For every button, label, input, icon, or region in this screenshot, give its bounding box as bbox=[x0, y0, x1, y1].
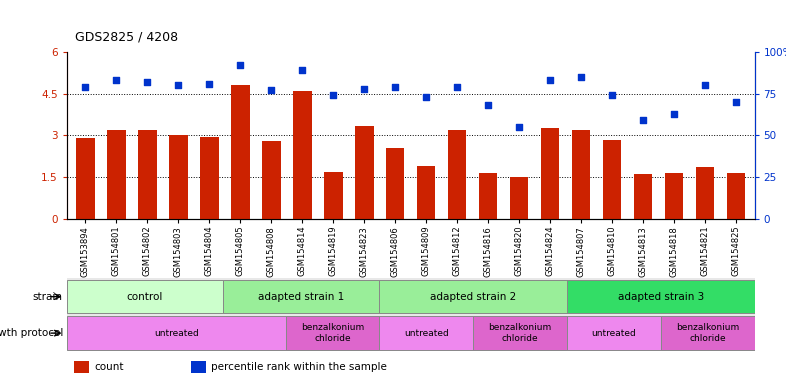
Text: adapted strain 3: adapted strain 3 bbox=[618, 291, 704, 302]
Point bbox=[79, 84, 92, 90]
Point bbox=[172, 82, 185, 88]
Point bbox=[544, 77, 556, 83]
Bar bbox=[223, 280, 380, 313]
Text: count: count bbox=[94, 362, 124, 372]
Bar bbox=[727, 173, 745, 219]
Point bbox=[512, 124, 525, 130]
Bar bbox=[74, 361, 89, 372]
Bar bbox=[380, 316, 473, 350]
Point bbox=[482, 102, 494, 108]
Bar bbox=[67, 280, 223, 313]
Bar bbox=[200, 137, 219, 219]
Point bbox=[606, 92, 619, 98]
Text: untreated: untreated bbox=[154, 329, 199, 338]
Bar bbox=[603, 139, 622, 219]
Bar bbox=[541, 128, 560, 219]
Point bbox=[699, 82, 711, 88]
Bar bbox=[138, 130, 156, 219]
Point bbox=[637, 117, 649, 123]
Point bbox=[203, 81, 215, 87]
Bar bbox=[479, 173, 498, 219]
Point bbox=[575, 74, 587, 80]
Text: strain: strain bbox=[33, 291, 63, 302]
Text: adapted strain 2: adapted strain 2 bbox=[430, 291, 516, 302]
Bar bbox=[417, 166, 435, 219]
Bar bbox=[448, 130, 466, 219]
Point bbox=[141, 79, 153, 85]
Point bbox=[668, 111, 681, 117]
Bar bbox=[107, 130, 126, 219]
Point bbox=[110, 77, 123, 83]
Point bbox=[358, 86, 370, 92]
Bar bbox=[67, 316, 285, 350]
Point bbox=[234, 62, 247, 68]
Point bbox=[420, 94, 432, 100]
Point bbox=[389, 84, 402, 90]
Bar bbox=[293, 91, 311, 219]
Bar bbox=[355, 126, 373, 219]
Point bbox=[729, 99, 742, 105]
Bar bbox=[634, 174, 652, 219]
Bar bbox=[510, 177, 528, 219]
Point bbox=[451, 84, 464, 90]
Bar bbox=[169, 136, 188, 219]
Text: control: control bbox=[127, 291, 163, 302]
Text: adapted strain 1: adapted strain 1 bbox=[258, 291, 344, 302]
Point bbox=[296, 67, 309, 73]
Text: GDS2825 / 4208: GDS2825 / 4208 bbox=[75, 31, 178, 43]
Point bbox=[327, 92, 340, 98]
Bar bbox=[665, 173, 683, 219]
Text: benzalkonium
chloride: benzalkonium chloride bbox=[676, 323, 740, 343]
Text: percentile rank within the sample: percentile rank within the sample bbox=[211, 362, 387, 372]
Bar bbox=[473, 316, 567, 350]
Bar bbox=[696, 167, 714, 219]
Bar bbox=[661, 316, 755, 350]
Text: growth protocol: growth protocol bbox=[0, 328, 63, 338]
Bar bbox=[231, 85, 250, 219]
Point bbox=[265, 87, 277, 93]
Bar bbox=[571, 130, 590, 219]
Bar bbox=[380, 280, 567, 313]
Bar bbox=[324, 172, 343, 219]
Bar bbox=[386, 148, 405, 219]
Bar bbox=[285, 316, 380, 350]
Text: untreated: untreated bbox=[592, 329, 636, 338]
Bar bbox=[191, 361, 206, 372]
Bar bbox=[567, 280, 755, 313]
Text: untreated: untreated bbox=[404, 329, 449, 338]
Bar bbox=[76, 138, 94, 219]
Bar bbox=[567, 316, 661, 350]
Text: benzalkonium
chloride: benzalkonium chloride bbox=[301, 323, 364, 343]
Text: benzalkonium
chloride: benzalkonium chloride bbox=[488, 323, 552, 343]
Bar bbox=[262, 141, 281, 219]
